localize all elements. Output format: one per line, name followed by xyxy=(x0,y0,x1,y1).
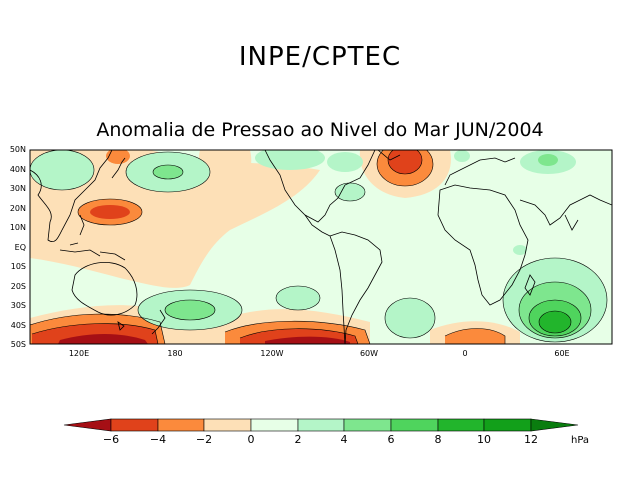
colorbar-tick-label: 8 xyxy=(423,433,453,446)
colorbar-segment xyxy=(251,419,298,431)
colorbar-segment xyxy=(531,419,578,431)
colorbar-tick-label: 4 xyxy=(329,433,359,446)
strong-negative-region xyxy=(90,205,130,219)
colorbar-tick-label: 12 xyxy=(516,433,546,446)
map-figure xyxy=(0,0,640,494)
colorbar xyxy=(64,419,578,431)
colorbar-tick-label: 10 xyxy=(469,433,499,446)
positive-anomaly-region xyxy=(327,152,363,172)
positive-anomaly-region xyxy=(454,150,470,162)
positive-anomaly-region xyxy=(538,154,558,166)
colorbar-segment xyxy=(344,419,391,431)
colorbar-tick-label: −6 xyxy=(96,433,126,446)
colorbar-segment xyxy=(111,419,158,431)
colorbar-segment xyxy=(158,419,204,431)
colorbar-segment xyxy=(204,419,251,431)
colorbar-tick-label: 0 xyxy=(236,433,266,446)
anomaly-field xyxy=(30,142,612,344)
colorbar-segment xyxy=(391,419,438,431)
colorbar-tick-label: 2 xyxy=(283,433,313,446)
colorbar-segment xyxy=(484,419,531,431)
colorbar-tick-label: −4 xyxy=(143,433,173,446)
colorbar-units: hPa xyxy=(571,435,589,446)
colorbar-tick-label: −2 xyxy=(189,433,219,446)
colorbar-segment xyxy=(298,419,344,431)
colorbar-segment xyxy=(438,419,484,431)
colorbar-segment xyxy=(64,419,111,431)
colorbar-tick-label: 6 xyxy=(376,433,406,446)
